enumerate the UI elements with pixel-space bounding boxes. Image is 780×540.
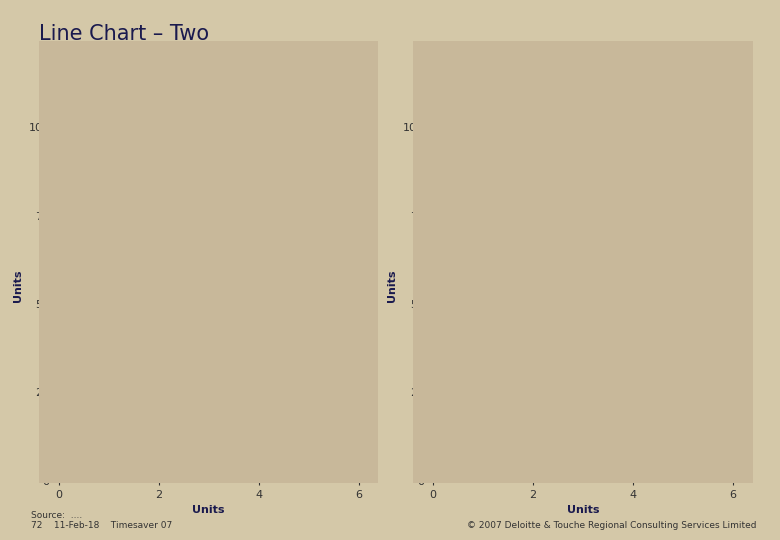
Text: Charttitle comes here: Charttitle comes here [433,71,604,85]
Text: © 2007 Deloitte & Touche Regional Consulting Services Limited: © 2007 Deloitte & Touche Regional Consul… [467,521,757,530]
Text: Green Line: Green Line [661,268,722,278]
Y-axis label: Units: Units [388,270,397,302]
Text: Source:  ....: Source: .... [31,511,83,521]
Text: Purple Line: Purple Line [605,147,668,158]
Text: Line Chart – Two: Line Chart – Two [39,24,209,44]
Text: Green Line: Green Line [286,268,347,278]
Text: Purple Line: Purple Line [231,147,293,158]
Y-axis label: Units: Units [13,270,23,302]
X-axis label: Units: Units [193,505,225,515]
Text: 72    11-Feb-18    Timesaver 07: 72 11-Feb-18 Timesaver 07 [31,521,172,530]
X-axis label: Units: Units [567,505,599,515]
Text: Orange Line: Orange Line [568,423,636,433]
Text: Charttitle comes here: Charttitle comes here [58,71,229,85]
Text: Orange Line: Orange Line [193,423,262,433]
